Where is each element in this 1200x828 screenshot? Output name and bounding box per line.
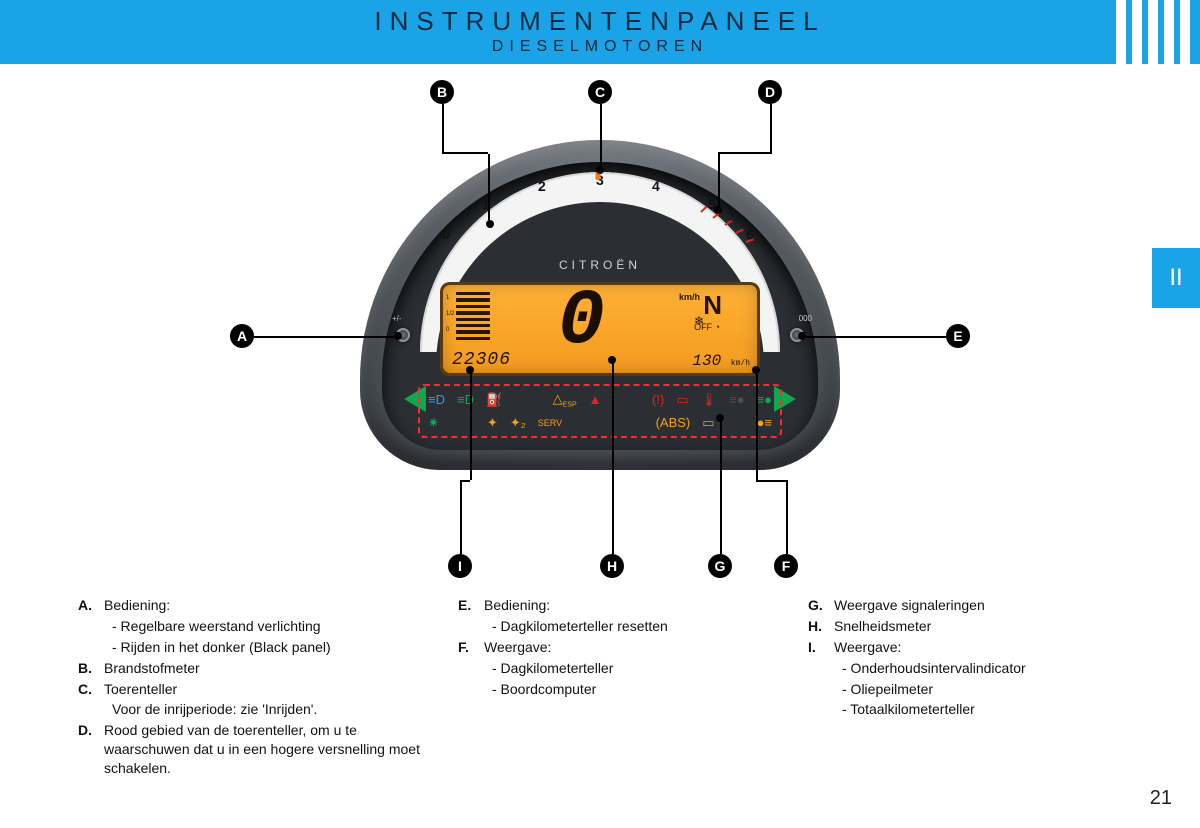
callout-A: A	[230, 324, 254, 348]
legend-col-2: E.Bediening:- Dagkilometerteller resette…	[458, 596, 788, 780]
brand-label: CITROËN	[360, 258, 840, 272]
legend-item: C.Toerenteller	[78, 680, 438, 699]
legend-item: E.Bediening:	[458, 596, 788, 615]
sidelights-icon: ✷	[428, 415, 439, 431]
abs-icon: (ABS)	[656, 415, 691, 430]
legend: A.Bediening:- Regelbare weerstand verlic…	[78, 596, 1138, 780]
legend-item: D.Rood gebied van de toerenteller, om u …	[78, 721, 438, 778]
header-title: INSTRUMENTENPANEEL	[0, 6, 1200, 37]
callout-G: G	[708, 554, 732, 578]
legend-item: G.Weergave signaleringen	[808, 596, 1138, 615]
speed-limit: 130 km/h	[692, 352, 750, 370]
legend-col-3: G.Weergave signaleringen H.Snelheidsmeter…	[808, 596, 1138, 780]
hazard-icon: ▲	[589, 392, 602, 407]
callout-E: E	[946, 324, 970, 348]
page-number: 21	[1150, 787, 1172, 810]
chapter-tab: II	[1152, 248, 1200, 308]
cruise-off: OFF ◔	[694, 322, 720, 332]
legend-item: B.Brandstofmeter	[78, 659, 438, 678]
fuel-scale: 1 1/2 0	[446, 290, 454, 338]
callout-D: D	[758, 80, 782, 104]
legend-item: H.Snelheidsmeter	[808, 617, 1138, 636]
callout-F: F	[774, 554, 798, 578]
knob-left-label: +/-	[392, 314, 402, 323]
fog-front-icon: ≡●	[757, 392, 772, 407]
legend-item: A.Bediening:	[78, 596, 438, 615]
speed-value: 0	[558, 282, 601, 366]
legend-col-1: A.Bediening:- Regelbare weerstand verlic…	[78, 596, 438, 780]
legend-item: I.Weergave:	[808, 638, 1138, 657]
brake-icon: (!)	[652, 392, 664, 407]
rear-fog-icon: ●≡	[757, 415, 772, 430]
header-stripes	[1070, 0, 1200, 64]
callout-C: C	[588, 80, 612, 104]
callout-B: B	[430, 80, 454, 104]
engine-icon: ▭	[702, 415, 714, 431]
temp-icon: 🌡	[701, 392, 718, 408]
callout-I: I	[448, 554, 472, 578]
instrument-diagram: B C D A E I H G F 0 1 2 3	[230, 80, 970, 580]
battery-icon: ▭	[676, 392, 688, 408]
page-header: INSTRUMENTENPANEEL DIESELMOTOREN	[0, 0, 1200, 64]
gear-indicator: N	[703, 290, 722, 321]
airbag-icon: ✦	[487, 415, 498, 431]
header-subtitle: DIESELMOTOREN	[0, 38, 1200, 56]
high-beam-icon: ≡D	[428, 392, 445, 407]
knob-right-label: 000	[799, 314, 812, 323]
esp-icon: △ESP	[553, 391, 577, 409]
service-icon: SERV	[538, 418, 562, 428]
fuel-warning-icon: ⛽	[486, 392, 502, 408]
callout-H: H	[600, 554, 624, 578]
warning-panel: ≡D ≡D ⛽ △ESP ▲ (!) ▭ 🌡 ≡● ≡● ✷ ✦ ✦₂ SERV	[418, 384, 782, 438]
odometer: 22306	[452, 350, 511, 370]
legend-item: F.Weergave:	[458, 638, 788, 657]
fuel-gauge-icon	[456, 292, 490, 340]
fog-rear-icon: ≡●	[729, 392, 744, 407]
instrument-cluster: 0 1 2 3 4 5 6 CITROËN 1 1/2 0	[360, 140, 840, 470]
airbag2-icon: ✦₂	[510, 415, 526, 431]
lcd-display: 1 1/2 0 22306 0 km/h N ❄ OFF ◔ 130 km/h	[440, 282, 760, 376]
speed-unit: km/h	[679, 292, 700, 302]
